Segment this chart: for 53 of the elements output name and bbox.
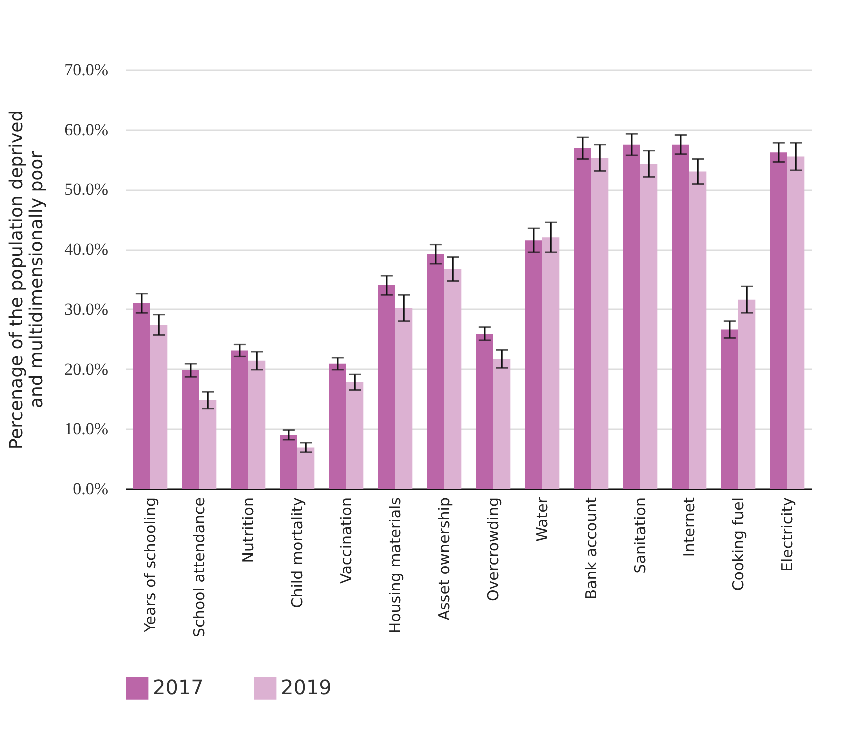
bar: [690, 172, 707, 489]
bar: [476, 334, 494, 489]
bar: [788, 156, 805, 489]
bar: [248, 360, 266, 489]
x-tick-label: Vaccination: [338, 498, 356, 584]
bar: [133, 303, 150, 489]
bar: [525, 240, 542, 489]
x-tick-label: Sanitation: [632, 498, 650, 574]
y-tick-label: 60.0%: [64, 120, 108, 140]
x-tick-label: Nutrition: [240, 498, 258, 564]
bar: [200, 400, 217, 489]
x-tick-label: Housing materials: [386, 497, 404, 634]
bar: [542, 238, 560, 489]
bar: [427, 254, 444, 489]
bar: [396, 308, 413, 489]
bar: [444, 269, 462, 489]
bar: [721, 330, 738, 489]
x-tick-label: Years of schooling: [142, 498, 160, 634]
bar: [672, 144, 690, 489]
y-tick-label: 40.0%: [64, 240, 108, 260]
bar: [494, 359, 511, 489]
y-tick-label: 70.0%: [64, 60, 108, 80]
y-tick-label: 0.0%: [73, 480, 108, 498]
x-tick-label: Cooking fuel: [730, 498, 748, 592]
bar: [574, 148, 592, 489]
x-tick-label: School attendance: [190, 498, 208, 638]
legend-label: 2017: [153, 676, 204, 700]
x-tick-label: Asset ownership: [436, 498, 454, 621]
y-tick-label: 20.0%: [64, 360, 108, 379]
y-tick-label: 10.0%: [64, 420, 108, 439]
bar: [182, 370, 200, 489]
bar: [592, 158, 609, 489]
x-tick-label: Electricity: [778, 497, 796, 572]
bar: [329, 364, 346, 489]
bar: [231, 350, 248, 489]
x-tick-label: Child mortality: [288, 497, 306, 608]
y-tick-label: 30.0%: [64, 300, 108, 319]
legend-label: 2019: [281, 676, 332, 700]
x-tick-label: Bank account: [582, 497, 600, 600]
bar: [150, 324, 168, 489]
bar: [623, 144, 640, 489]
bar: [738, 300, 756, 489]
bar: [280, 435, 298, 489]
bar: [378, 285, 396, 489]
bar: [298, 448, 315, 489]
x-tick-label: Water: [534, 496, 552, 542]
bar: [770, 152, 788, 489]
y-tick-label: 50.0%: [64, 180, 108, 200]
x-tick-label: Overcrowding: [484, 498, 502, 602]
bar: [640, 164, 658, 489]
x-tick-label: Internet: [680, 497, 698, 558]
bar: [346, 382, 364, 489]
y-axis-title: Percenage of the population deprived and multidimensionally poor: [6, 110, 48, 450]
